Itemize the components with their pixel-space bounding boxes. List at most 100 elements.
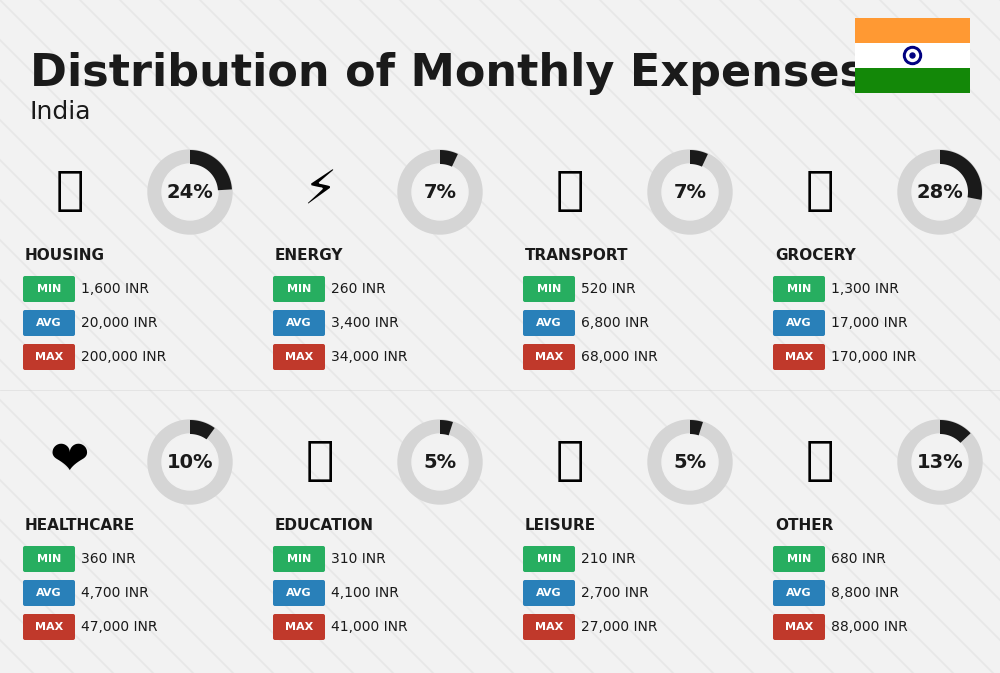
Text: 27,000 INR: 27,000 INR xyxy=(581,620,658,634)
Text: 260 INR: 260 INR xyxy=(331,282,386,296)
FancyBboxPatch shape xyxy=(273,614,325,640)
Text: 310 INR: 310 INR xyxy=(331,552,386,566)
Text: 3,400 INR: 3,400 INR xyxy=(331,316,399,330)
FancyBboxPatch shape xyxy=(773,546,825,572)
FancyBboxPatch shape xyxy=(855,18,970,43)
Text: MIN: MIN xyxy=(537,284,561,294)
Text: 68,000 INR: 68,000 INR xyxy=(581,350,658,364)
FancyBboxPatch shape xyxy=(523,344,575,370)
Polygon shape xyxy=(940,150,982,200)
Text: TRANSPORT: TRANSPORT xyxy=(525,248,629,263)
Text: India: India xyxy=(30,100,92,124)
FancyBboxPatch shape xyxy=(773,580,825,606)
Circle shape xyxy=(912,434,968,490)
Circle shape xyxy=(662,164,718,220)
FancyBboxPatch shape xyxy=(855,43,970,68)
Text: 5%: 5% xyxy=(673,452,707,472)
Text: 5%: 5% xyxy=(423,452,457,472)
Text: EDUCATION: EDUCATION xyxy=(275,518,374,533)
FancyBboxPatch shape xyxy=(273,344,325,370)
Circle shape xyxy=(648,420,732,504)
Text: MIN: MIN xyxy=(287,284,311,294)
Text: 20,000 INR: 20,000 INR xyxy=(81,316,158,330)
Text: MAX: MAX xyxy=(285,622,313,632)
Text: ⚡: ⚡ xyxy=(303,170,337,215)
FancyBboxPatch shape xyxy=(273,580,325,606)
Circle shape xyxy=(906,50,918,61)
Text: AVG: AVG xyxy=(786,588,812,598)
Circle shape xyxy=(148,420,232,504)
Text: 10%: 10% xyxy=(167,452,213,472)
Circle shape xyxy=(398,420,482,504)
Text: 200,000 INR: 200,000 INR xyxy=(81,350,166,364)
Circle shape xyxy=(904,46,922,65)
FancyBboxPatch shape xyxy=(23,310,75,336)
Polygon shape xyxy=(690,150,708,167)
Text: 28%: 28% xyxy=(917,182,963,201)
Text: GROCERY: GROCERY xyxy=(775,248,856,263)
Text: 💰: 💰 xyxy=(806,439,834,485)
Circle shape xyxy=(398,150,482,234)
FancyBboxPatch shape xyxy=(23,614,75,640)
Polygon shape xyxy=(440,420,453,435)
Circle shape xyxy=(412,434,468,490)
Text: AVG: AVG xyxy=(36,318,62,328)
Text: AVG: AVG xyxy=(536,318,562,328)
Circle shape xyxy=(662,434,718,490)
FancyBboxPatch shape xyxy=(773,344,825,370)
Text: AVG: AVG xyxy=(286,588,312,598)
Text: MIN: MIN xyxy=(787,554,811,564)
Text: MAX: MAX xyxy=(785,352,813,362)
FancyBboxPatch shape xyxy=(523,276,575,302)
FancyBboxPatch shape xyxy=(273,546,325,572)
Text: 🛒: 🛒 xyxy=(806,170,834,215)
FancyBboxPatch shape xyxy=(523,310,575,336)
Text: MAX: MAX xyxy=(35,622,63,632)
Text: MAX: MAX xyxy=(535,622,563,632)
FancyBboxPatch shape xyxy=(273,310,325,336)
Polygon shape xyxy=(190,420,215,439)
Text: 🛍️: 🛍️ xyxy=(556,439,584,485)
Text: OTHER: OTHER xyxy=(775,518,833,533)
Text: 4,100 INR: 4,100 INR xyxy=(331,586,399,600)
Circle shape xyxy=(898,420,982,504)
Text: AVG: AVG xyxy=(36,588,62,598)
FancyBboxPatch shape xyxy=(773,276,825,302)
Text: 7%: 7% xyxy=(674,182,706,201)
Text: 680 INR: 680 INR xyxy=(831,552,886,566)
Text: Distribution of Monthly Expenses: Distribution of Monthly Expenses xyxy=(30,52,866,95)
Polygon shape xyxy=(190,150,232,190)
Text: 6,800 INR: 6,800 INR xyxy=(581,316,649,330)
FancyBboxPatch shape xyxy=(855,68,970,93)
Text: 520 INR: 520 INR xyxy=(581,282,636,296)
Text: MIN: MIN xyxy=(37,554,61,564)
Text: HOUSING: HOUSING xyxy=(25,248,105,263)
Text: MIN: MIN xyxy=(37,284,61,294)
Text: AVG: AVG xyxy=(286,318,312,328)
Circle shape xyxy=(898,150,982,234)
Text: HEALTHCARE: HEALTHCARE xyxy=(25,518,135,533)
FancyBboxPatch shape xyxy=(273,276,325,302)
Text: ❤️: ❤️ xyxy=(50,439,90,485)
FancyBboxPatch shape xyxy=(523,580,575,606)
Text: AVG: AVG xyxy=(786,318,812,328)
Polygon shape xyxy=(940,420,971,443)
Text: MAX: MAX xyxy=(285,352,313,362)
Text: 🏢: 🏢 xyxy=(56,170,84,215)
Circle shape xyxy=(162,164,218,220)
Text: MIN: MIN xyxy=(287,554,311,564)
Polygon shape xyxy=(690,420,703,435)
Text: 1,600 INR: 1,600 INR xyxy=(81,282,149,296)
Polygon shape xyxy=(440,150,458,167)
Text: ENERGY: ENERGY xyxy=(275,248,344,263)
Text: 360 INR: 360 INR xyxy=(81,552,136,566)
FancyBboxPatch shape xyxy=(523,614,575,640)
FancyBboxPatch shape xyxy=(23,580,75,606)
FancyBboxPatch shape xyxy=(773,310,825,336)
Text: MIN: MIN xyxy=(787,284,811,294)
Text: 2,700 INR: 2,700 INR xyxy=(581,586,649,600)
Text: 1,300 INR: 1,300 INR xyxy=(831,282,899,296)
Text: AVG: AVG xyxy=(536,588,562,598)
FancyBboxPatch shape xyxy=(23,276,75,302)
Circle shape xyxy=(412,164,468,220)
